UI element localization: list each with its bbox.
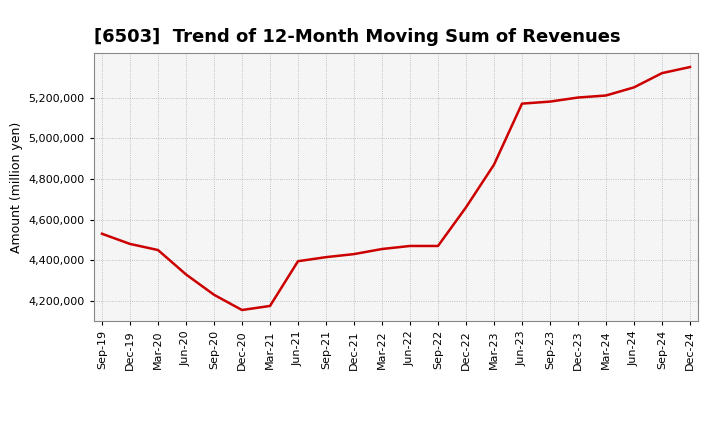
Text: [6503]  Trend of 12-Month Moving Sum of Revenues: [6503] Trend of 12-Month Moving Sum of R… (94, 28, 620, 46)
Y-axis label: Amount (million yen): Amount (million yen) (10, 121, 23, 253)
